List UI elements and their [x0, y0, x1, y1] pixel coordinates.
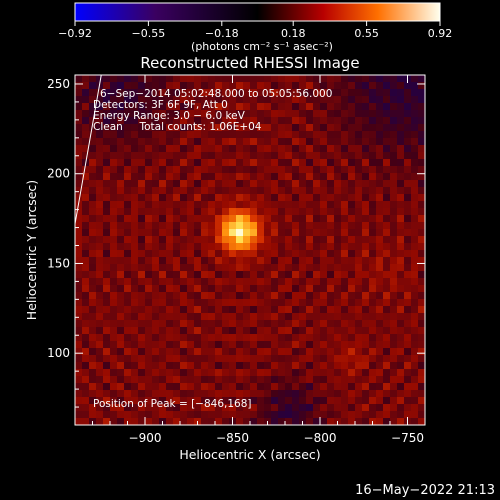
- colorbar-tick-label-0: −0.92: [58, 27, 92, 40]
- y-tick-label-2: 200: [47, 167, 70, 181]
- colorbar: −0.92 −0.55 −0.18 0.18 0.55 0.92 (photons cm⁻…: [58, 2, 452, 53]
- axis-ticks: −900 −850 −800 −750 100 150 200 250: [47, 75, 426, 445]
- colorbar-tick-label-2: −0.18: [205, 27, 239, 40]
- chart-title: Reconstructed RHESSI Image: [140, 54, 359, 72]
- annotation-counts: Clean Total counts: 1.06E+04: [93, 121, 262, 133]
- colorbar-ticks: −0.92 −0.55 −0.18 0.18 0.55 0.92: [58, 21, 452, 40]
- x-tick-label-1: −850: [216, 431, 249, 445]
- x-tick-label-2: −800: [304, 431, 337, 445]
- colorbar-tick-label-4: 0.55: [354, 27, 379, 40]
- y-tick-label-3: 250: [47, 77, 70, 91]
- heatmap-image: [75, 75, 425, 425]
- limb-line: [75, 75, 102, 225]
- footer-timestamp: 16−May−2022 21:13: [355, 483, 495, 498]
- x-tick-label-3: −750: [391, 431, 424, 445]
- annotation-detectors: Detectors: 3F 6F 9F, Att 0: [93, 99, 228, 111]
- colorbar-tick-label-3: 0.18: [281, 27, 306, 40]
- peak-position-label: Position of Peak = [−846,168]: [93, 398, 252, 410]
- annotation-time-range: 6−Sep−2014 05:02:48.000 to 05:05:56.000: [100, 88, 332, 100]
- annotation-energy-range: Energy Range: 3.0 − 6.0 keV: [93, 110, 246, 122]
- x-axis-label: Heliocentric X (arcsec): [179, 447, 320, 462]
- y-tick-label-0: 100: [47, 346, 70, 360]
- x-tick-label-0: −900: [129, 431, 162, 445]
- colorbar-tick-label-5: 0.92: [428, 27, 453, 40]
- colorbar-unit-label: (photons cm⁻² s⁻¹ asec⁻²): [191, 40, 333, 53]
- y-axis-label: Heliocentric Y (arcsec): [24, 180, 39, 320]
- annotation-block: 6−Sep−2014 05:02:48.000 to 05:05:56.000 …: [93, 88, 332, 133]
- y-tick-label-1: 150: [47, 256, 70, 270]
- colorbar-gradient: [74, 2, 441, 22]
- colorbar-tick-label-1: −0.55: [132, 27, 166, 40]
